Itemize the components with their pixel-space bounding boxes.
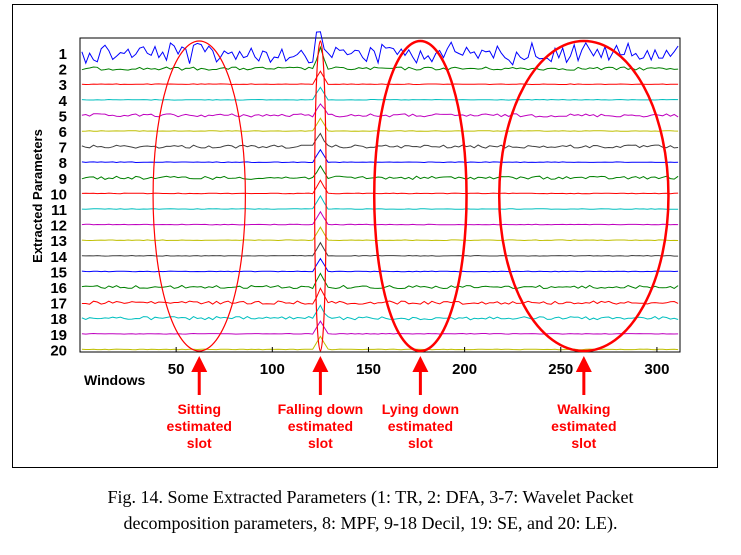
series-line-1: [81, 31, 679, 66]
y-tick-label: 11: [51, 202, 67, 219]
slot-ellipse-4: [497, 39, 670, 353]
series-line-17: [81, 287, 679, 305]
slot-label-line: Lying down: [382, 401, 459, 417]
series-line-2: [81, 45, 679, 71]
y-tick-label: 15: [50, 264, 67, 281]
y-tick-label: 2: [59, 62, 67, 79]
slot-arrow-head-2: [312, 356, 329, 372]
slot-label-line: estimated: [388, 418, 453, 434]
series-line-19: [81, 320, 679, 335]
slot-ellipse-2: [314, 40, 327, 352]
slot-label-line: slot: [571, 435, 596, 451]
slot-label-line: estimated: [551, 418, 616, 434]
slot-label-line: slot: [187, 435, 212, 451]
slot-arrow-head-4: [575, 356, 592, 372]
y-tick-label: 10: [50, 186, 67, 203]
slot-label-line: estimated: [167, 418, 232, 434]
series-line-6: [81, 117, 679, 132]
y-tick-label: 4: [59, 93, 68, 110]
plot-area: [79, 37, 681, 353]
caption-line-2: decomposition parameters, 8: MPF, 9-18 D…: [123, 513, 618, 533]
series-line-4: [81, 86, 679, 101]
slot-ellipse-3: [372, 39, 468, 353]
slot-label-line: Falling down: [278, 401, 364, 417]
x-tick-label: 50: [168, 361, 185, 378]
y-tick-label: 3: [59, 77, 67, 94]
y-tick-label: 16: [50, 280, 67, 297]
series-line-10: [81, 179, 679, 195]
y-tick-label: 9: [59, 171, 67, 188]
y-axis-label: Extracted Parameters: [30, 129, 45, 263]
y-tick-label: 13: [50, 233, 67, 250]
x-axis-label: Windows: [84, 372, 146, 388]
y-tick-label: 14: [50, 249, 67, 266]
slot-label-line: Walking: [557, 401, 610, 417]
y-tick-label: 20: [50, 342, 67, 359]
y-tick-label: 12: [50, 218, 67, 235]
x-tick-label: 250: [548, 361, 573, 378]
y-tick-label: 8: [59, 155, 67, 172]
y-tick-label: 5: [59, 108, 67, 125]
slot-label-3: Lying down estimated slot: [382, 401, 459, 451]
slot-label-line: Sitting: [177, 401, 221, 417]
series-line-18: [81, 304, 679, 321]
x-tick-label: 100: [260, 361, 285, 378]
caption-line-1: Fig. 14. Some Extracted Parameters (1: T…: [107, 487, 634, 507]
series-line-3: [81, 70, 679, 86]
figure-caption: Fig. 14. Some Extracted Parameters (1: T…: [0, 484, 741, 536]
slot-label-4: Walking estimated slot: [551, 401, 616, 451]
series-line-13: [81, 226, 679, 242]
series-line-7: [81, 132, 679, 149]
slot-label-line: estimated: [288, 418, 353, 434]
y-tick-label: 7: [59, 140, 67, 157]
series-line-11: [81, 194, 679, 210]
slot-arrow-head-1: [191, 356, 208, 372]
y-tick-label: 6: [59, 124, 67, 141]
slot-label-line: slot: [308, 435, 333, 451]
y-tick-label: 18: [50, 311, 67, 328]
series-line-14: [81, 241, 679, 257]
x-tick-label: 150: [356, 361, 381, 378]
series-line-12: [81, 210, 679, 226]
x-tick-label: 200: [452, 361, 477, 378]
slot-arrow-head-3: [412, 356, 429, 372]
series-line-16: [81, 272, 679, 290]
slot-label-1: Sitting estimated slot: [167, 401, 232, 451]
series-line-8: [81, 148, 679, 164]
y-tick-label: 19: [50, 327, 67, 344]
slot-label-2: Falling down estimated slot: [278, 401, 364, 451]
y-tick-label: 1: [59, 46, 67, 63]
y-tick-label: 17: [50, 296, 67, 313]
x-tick-label: 300: [644, 361, 669, 378]
slot-label-line: slot: [408, 435, 433, 451]
slot-ellipse-1: [152, 40, 246, 352]
series-line-9: [81, 164, 679, 180]
